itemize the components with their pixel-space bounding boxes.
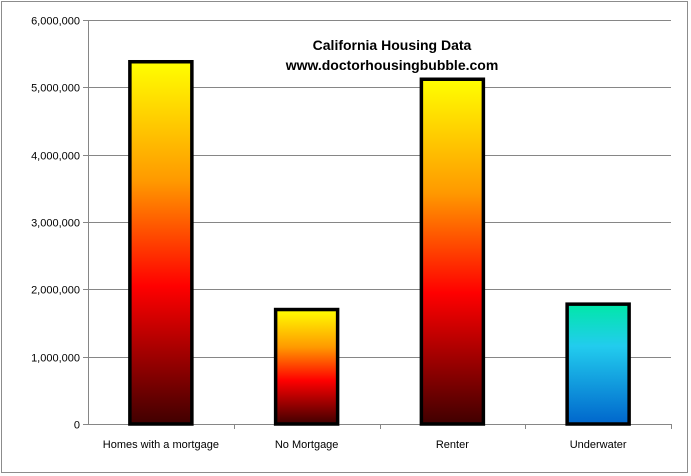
x-tick-label: Homes with a mortgage [103,439,219,451]
x-tick-label: No Mortgage [275,439,339,451]
chart-subtitle: www.doctorhousingbubble.com [285,57,499,73]
y-tick-label: 0 [74,420,80,432]
bar-no-mortgage [273,307,340,426]
y-tick-label: 4,000,000 [31,151,80,163]
chart-title: California Housing Data [313,37,472,53]
tick-labels: 0 1,000,000 2,000,000 3,000,000 4,000,000 5,0… [31,16,627,452]
bar-renter [419,77,486,426]
y-tick-label: 5,000,000 [31,83,80,95]
bar-homes-with-a-mortgage [128,59,194,426]
y-tick-label: 1,000,000 [31,353,80,365]
x-tick-label: Renter [436,439,469,451]
bars [128,59,631,426]
y-tick-label: 3,000,000 [31,218,80,230]
bar-underwater [565,302,631,426]
y-tick-label: 2,000,000 [31,285,80,297]
y-tick-label: 6,000,000 [31,16,80,28]
x-tick-label: Underwater [570,439,627,451]
